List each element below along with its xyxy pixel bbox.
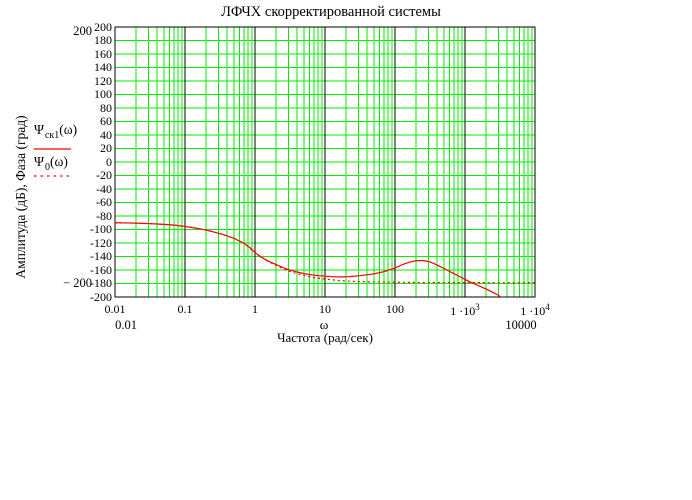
- legend-line-samples: [34, 148, 71, 177]
- y-tick-label: -200: [90, 289, 112, 304]
- y-tick-label: 0: [106, 154, 112, 169]
- x-axis-label: Частота (рад/сек): [277, 330, 373, 345]
- psi-argument: (ω): [49, 154, 68, 169]
- y-tick-label: 180: [94, 33, 112, 47]
- legend-label-original: Ψ0(ω): [34, 154, 68, 173]
- x-tick-label: 1 ·104: [495, 302, 575, 319]
- psi-symbol: Ψ: [34, 154, 44, 169]
- legend-label-corrected: Ψск1(ω): [34, 122, 78, 141]
- x-axis-variable: ω: [319, 317, 329, 332]
- x-tick-exponent: 3: [475, 302, 480, 312]
- y-tick-label: -40: [96, 181, 112, 196]
- x-tick-label: 1 ·103: [425, 302, 505, 319]
- y-tick-label: 200: [94, 19, 112, 34]
- y-axis-lower-limit: − 200: [63, 276, 92, 290]
- y-tick-label: -100: [90, 222, 112, 236]
- plot-frame-rect: [114, 26, 536, 298]
- psi-subscript: ск1: [44, 129, 60, 141]
- x-tick-base: 100: [386, 302, 404, 316]
- x-tick-base: 1 ·10: [520, 304, 546, 318]
- x-tick-base: 10: [319, 302, 331, 316]
- decade-lines: [184, 27, 466, 297]
- y-tick-label: 140: [94, 60, 112, 74]
- y-tick-label: -60: [96, 195, 112, 209]
- plot-frame: [114, 26, 536, 298]
- y-tick-label: 20: [100, 141, 112, 155]
- x-axis-max-limit: 10000: [505, 318, 537, 332]
- x-tick-exponent: 4: [545, 302, 550, 312]
- plot-area[interactable]: [115, 27, 535, 297]
- psi-subscript: 0: [44, 161, 50, 173]
- x-tick-base: 1: [252, 302, 258, 316]
- y-tick-label: 60: [100, 114, 112, 128]
- x-tick-label: 0.1: [145, 302, 225, 317]
- chart-title: ЛФЧХ скорректированной системы: [221, 4, 441, 20]
- y-tick-label: 100: [94, 87, 112, 101]
- x-tick-base: 0.1: [177, 302, 193, 316]
- y-tick-label: -120: [90, 235, 112, 250]
- psi-argument: (ω): [59, 122, 78, 137]
- y-tick-label: 160: [94, 46, 112, 61]
- x-tick-label: 100: [355, 302, 435, 317]
- x-tick-label: 1: [215, 302, 295, 317]
- x-tick-base: 1 ·10: [450, 304, 476, 318]
- y-tick-label: 120: [94, 73, 112, 88]
- y-tick-label: -140: [90, 249, 112, 263]
- y-tick-label: -80: [96, 208, 112, 223]
- y-tick-label: -180: [90, 276, 112, 290]
- y-tick-label: -20: [96, 168, 112, 182]
- y-axis-label: Амплитуда (дБ), Фаза (град): [13, 115, 28, 279]
- x-tick-label: 0.01: [75, 302, 155, 317]
- phase-curve-original: [115, 222, 535, 284]
- phase-curves: [115, 222, 535, 297]
- x-axis-min-limit: 0.01: [115, 318, 137, 332]
- x-tick-base: 0.01: [104, 302, 126, 316]
- y-tick-label: 80: [100, 100, 112, 115]
- y-tick-label: 40: [100, 127, 112, 142]
- psi-symbol: Ψ: [34, 122, 44, 137]
- x-tick-label: 10: [285, 302, 365, 317]
- y-axis-upper-limit: 200: [73, 24, 92, 38]
- y-tick-label: -160: [90, 262, 112, 277]
